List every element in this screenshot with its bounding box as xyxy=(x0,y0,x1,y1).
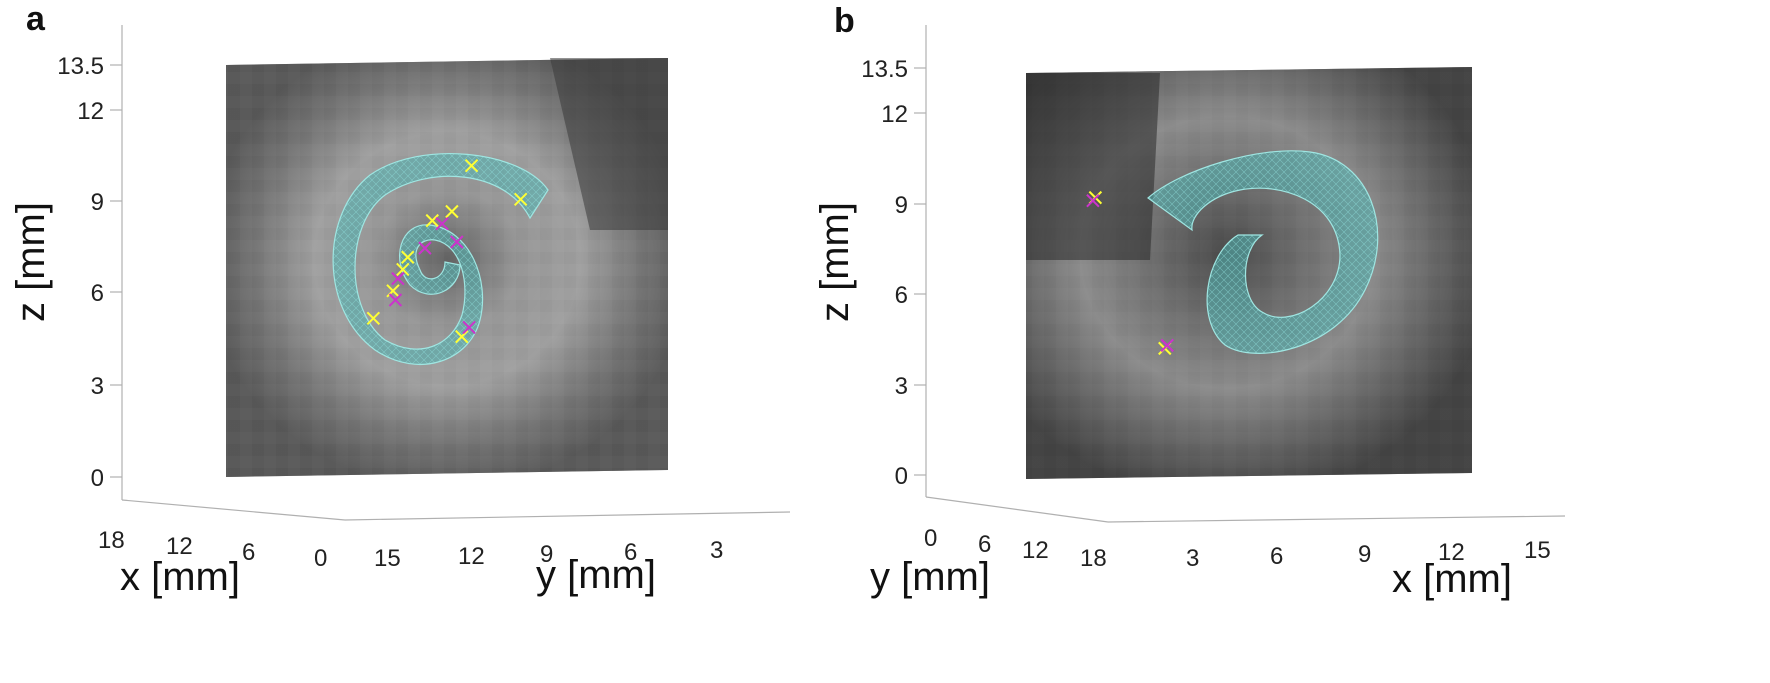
x-tick: 12 xyxy=(166,533,193,560)
marker-point xyxy=(418,241,432,255)
z-tick: 12 xyxy=(881,101,908,128)
panel-b-x-label: x [mm] xyxy=(1392,557,1512,601)
panel-b-markers xyxy=(1086,190,1174,356)
panel-b-z-label: z [mm] xyxy=(813,202,857,322)
z-tick: 6 xyxy=(91,280,104,307)
panel-b-cochlea-surface xyxy=(1147,150,1379,354)
marker-point xyxy=(388,293,403,307)
panel-b-x-ticks: 3 6 9 12 15 xyxy=(1186,537,1551,572)
z-tick: 9 xyxy=(895,192,908,219)
panel-b-z-ticks: 13.5 12 9 6 3 0 xyxy=(861,56,908,490)
x-tick: 6 xyxy=(1270,543,1283,570)
z-tick: 13.5 xyxy=(57,53,104,80)
marker-point xyxy=(401,250,415,264)
marker-point xyxy=(1160,338,1174,353)
marker-point xyxy=(464,159,479,173)
marker-point xyxy=(462,320,476,335)
panel-b-background-slice xyxy=(1026,67,1472,479)
x-tick: 6 xyxy=(242,539,255,566)
panel-a-markers xyxy=(366,159,528,344)
z-tick: 3 xyxy=(91,373,104,400)
marker-point xyxy=(396,262,410,277)
marker-point xyxy=(366,311,381,326)
x-tick: 15 xyxy=(1524,537,1551,564)
z-tick: 0 xyxy=(91,465,104,492)
z-tick: 3 xyxy=(895,373,908,400)
y-tick: 6 xyxy=(978,531,991,558)
z-tick: 9 xyxy=(91,189,104,216)
y-tick: 0 xyxy=(924,525,937,552)
y-tick: 15 xyxy=(374,545,401,572)
marker-point xyxy=(445,204,459,219)
panel-b-y-label: y [mm] xyxy=(870,555,990,599)
x-tick: 18 xyxy=(98,527,125,554)
marker-point xyxy=(425,213,439,228)
panel-a-x-label: x [mm] xyxy=(120,555,240,599)
z-tick: 12 xyxy=(77,98,104,125)
panel-b-label: b xyxy=(834,2,855,40)
panel-b-y-ticks: 0 6 12 18 xyxy=(924,525,1107,572)
panel-a-z-ticks: 13.5 12 9 6 3 0 xyxy=(57,53,104,492)
y-tick: 6 xyxy=(624,539,637,566)
y-tick: 9 xyxy=(540,541,553,568)
marker-point xyxy=(435,216,449,231)
z-tick: 6 xyxy=(895,282,908,309)
z-tick: 0 xyxy=(895,463,908,490)
y-tick: 18 xyxy=(1080,545,1107,572)
panel-a-z-label: z [mm] xyxy=(9,202,53,322)
panel-a: a 13.5 12 9 6 3 0 z [mm] xyxy=(9,0,791,599)
panel-a-label: a xyxy=(26,0,46,38)
panel-a-cochlea-surface xyxy=(332,153,549,365)
panel-a-y-label: y [mm] xyxy=(536,553,656,597)
panel-b-axes xyxy=(914,25,1566,523)
y-tick: 12 xyxy=(1022,537,1049,564)
y-tick: 3 xyxy=(710,537,723,564)
panel-a-x-ticks: 18 12 6 0 xyxy=(98,527,327,572)
marker-point xyxy=(450,235,464,249)
marker-point xyxy=(455,329,469,344)
x-tick: 12 xyxy=(1438,539,1465,566)
x-tick: 9 xyxy=(1358,541,1371,568)
x-tick: 3 xyxy=(1186,545,1199,572)
marker-point xyxy=(513,192,528,206)
x-tick: 0 xyxy=(314,545,327,572)
marker-point xyxy=(391,271,405,286)
panel-a-axes xyxy=(110,25,791,521)
z-tick: 13.5 xyxy=(861,56,908,83)
panel-b: b 13.5 12 9 6 3 0 z [mm] xyxy=(813,2,1566,601)
marker-point xyxy=(1086,193,1100,208)
panel-a-y-ticks: 15 12 9 6 3 xyxy=(374,537,723,572)
y-tick: 12 xyxy=(458,543,485,570)
